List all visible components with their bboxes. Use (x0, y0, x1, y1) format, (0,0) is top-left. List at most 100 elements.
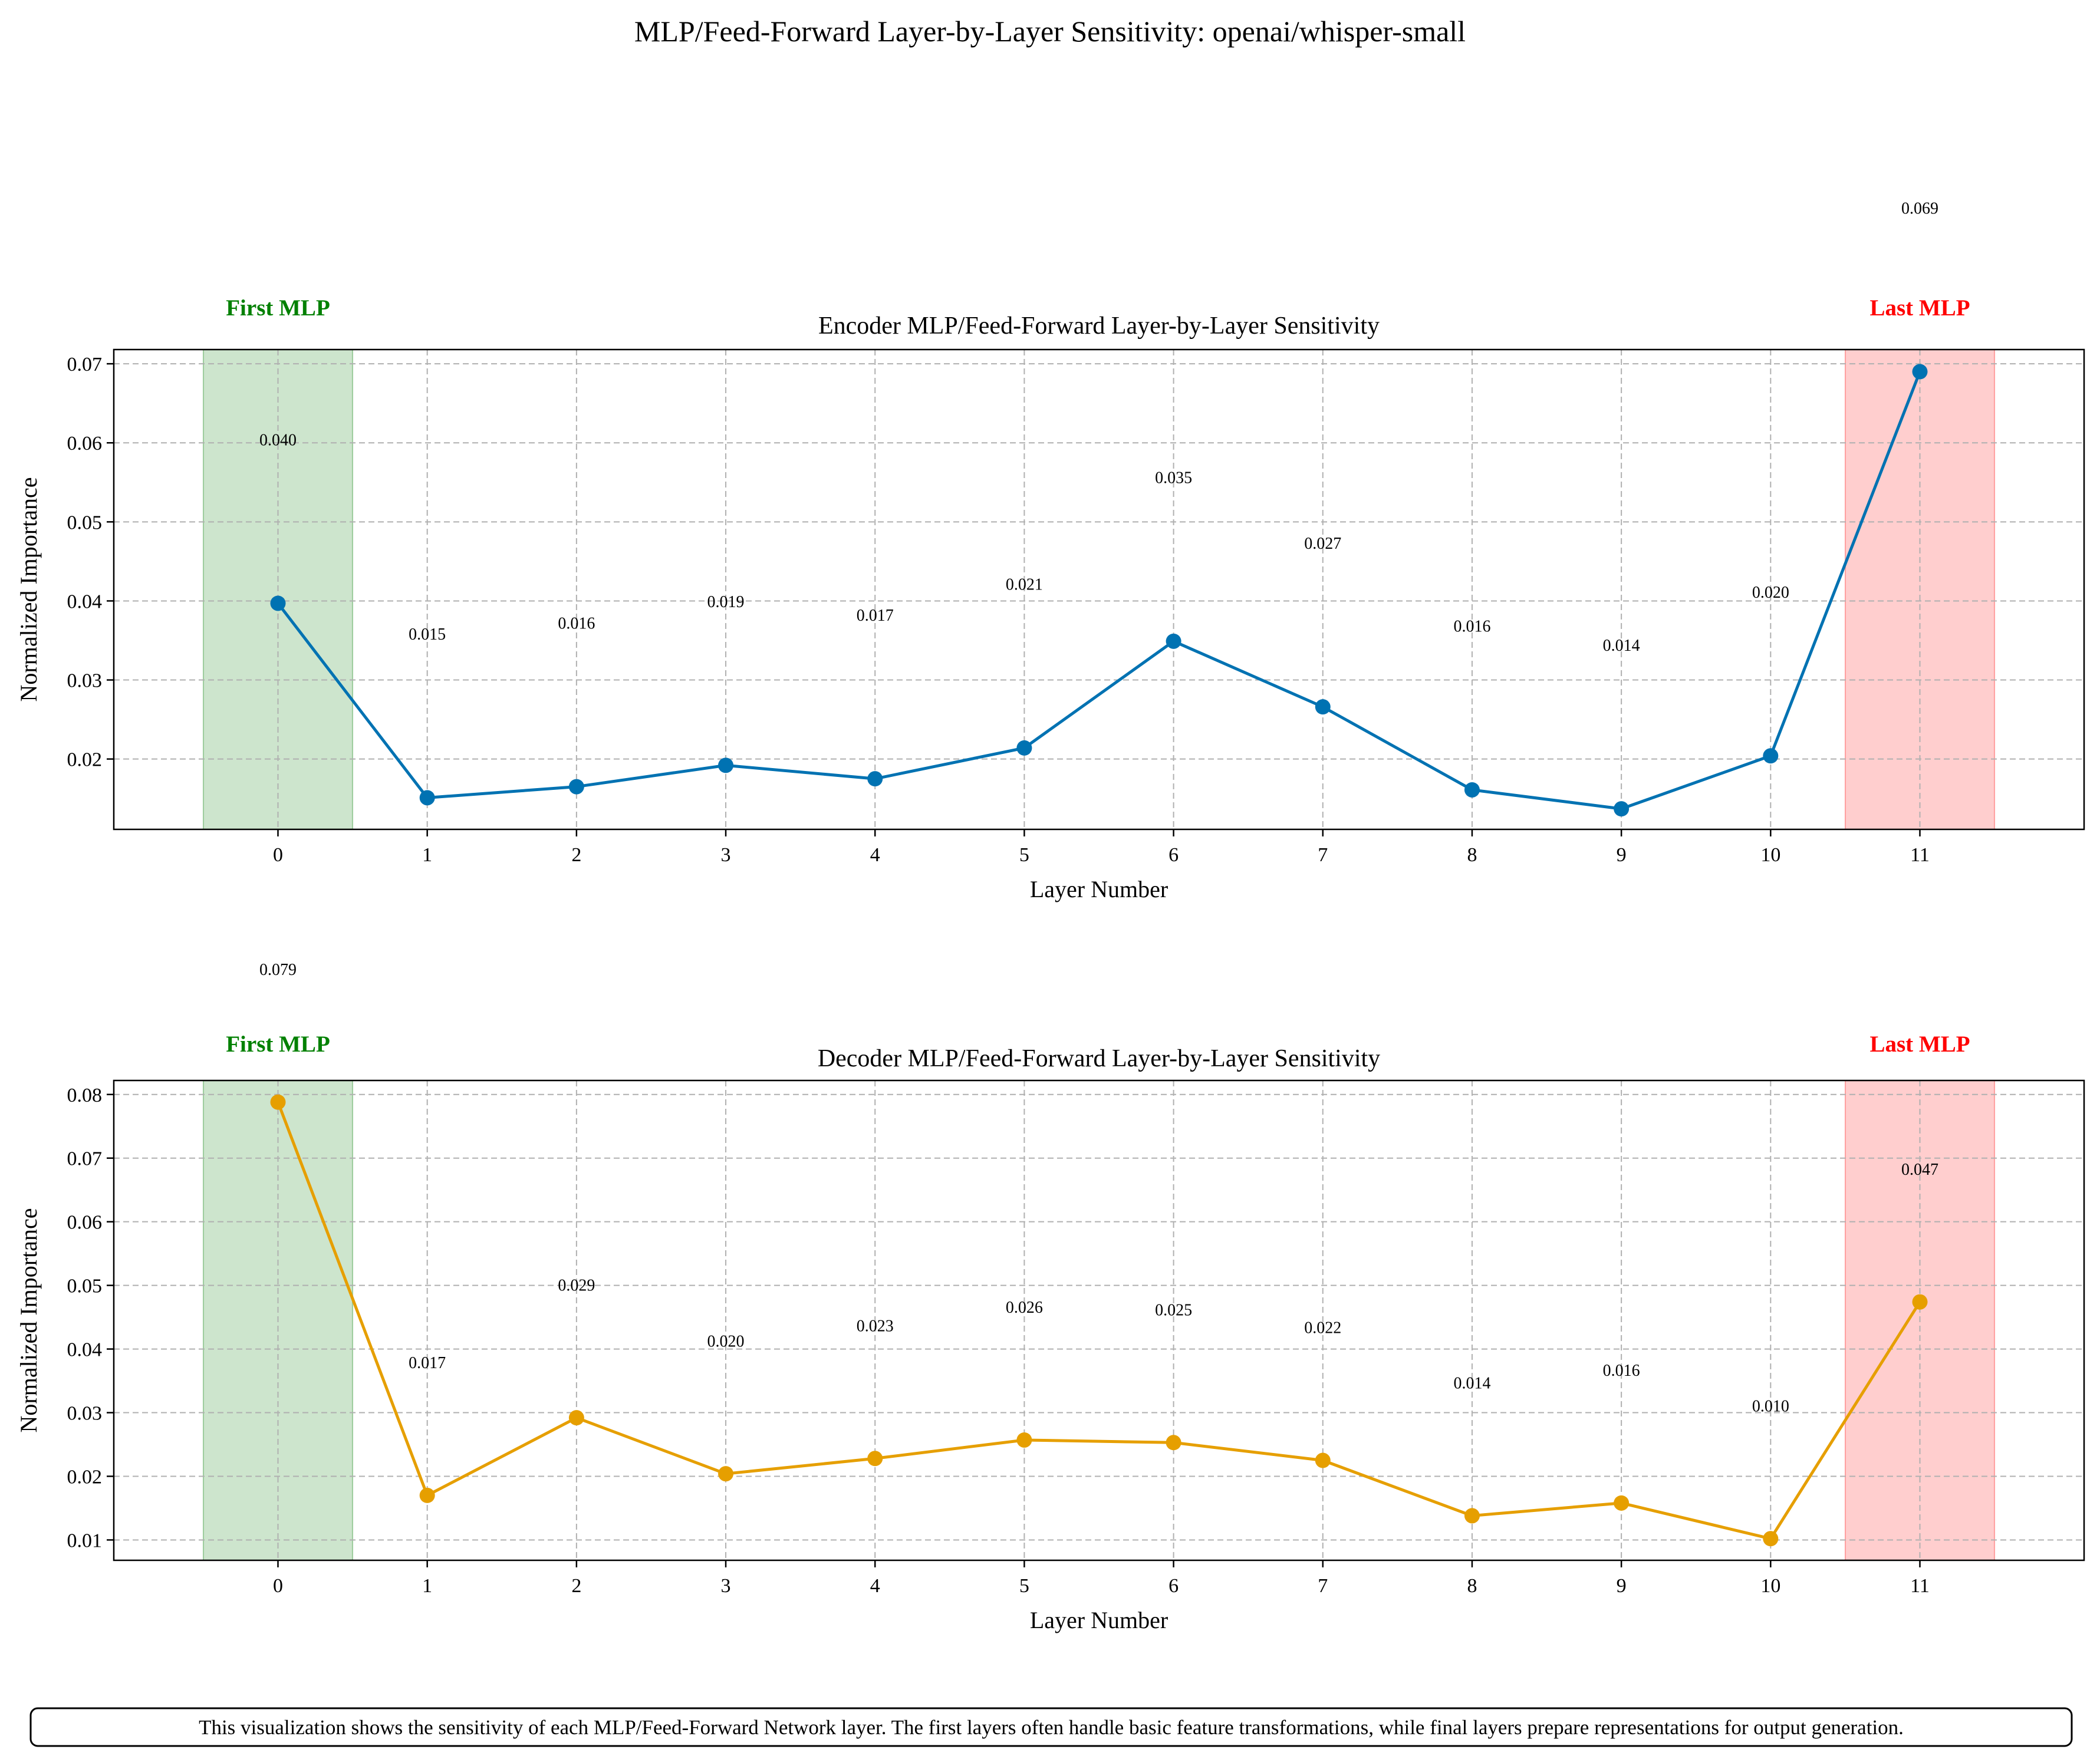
decoder-last-region-label: Last MLP (1869, 1032, 1970, 1057)
decoder-ytick-label: 0.04 (67, 1339, 103, 1361)
encoder-xtick-label: 10 (1760, 844, 1780, 866)
decoder-ytick-label: 0.05 (67, 1276, 103, 1297)
decoder-ytick-label: 0.03 (67, 1403, 103, 1425)
encoder-data-point (1016, 740, 1032, 756)
encoder-data-point (718, 757, 734, 773)
encoder-data-label: 0.017 (857, 607, 894, 625)
encoder-data-point (1315, 699, 1331, 715)
decoder-data-point (1763, 1531, 1779, 1547)
decoder-data-point (1166, 1435, 1181, 1451)
encoder-data-label: 0.016 (558, 614, 595, 632)
decoder-xtick-label: 7 (1318, 1575, 1328, 1597)
encoder-y-axis-label: Normalized Importance (15, 477, 42, 702)
decoder-data-point (718, 1466, 734, 1482)
encoder-chart-title: Encoder MLP/Feed-Forward Layer-by-Layer … (818, 312, 1380, 340)
decoder-xtick-label: 11 (1910, 1575, 1930, 1597)
decoder-data-label: 0.025 (1155, 1301, 1192, 1319)
encoder-xtick-label: 0 (273, 844, 283, 866)
decoder-xtick-label: 1 (422, 1575, 432, 1597)
encoder-xtick-label: 7 (1318, 844, 1328, 866)
encoder-data-label: 0.021 (1006, 576, 1043, 594)
figure-suptitle: MLP/Feed-Forward Layer-by-Layer Sensitiv… (634, 15, 1466, 48)
decoder-xtick-label: 10 (1760, 1575, 1780, 1597)
encoder-ytick-label: 0.06 (67, 433, 103, 454)
encoder-ytick-label: 0.07 (67, 354, 103, 375)
caption-box: This visualization shows the sensitivity… (29, 1707, 2073, 1747)
encoder-data-label: 0.020 (1752, 584, 1789, 602)
decoder-data-label: 0.026 (1006, 1299, 1043, 1317)
decoder-ytick-label: 0.07 (67, 1148, 103, 1170)
decoder-data-label: 0.022 (1304, 1319, 1341, 1337)
encoder-data-point (1763, 748, 1779, 764)
decoder-ytick-label: 0.06 (67, 1212, 103, 1234)
decoder-xtick-label: 3 (721, 1575, 731, 1597)
decoder-y-axis-label: Normalized Importance (15, 1208, 42, 1433)
decoder-x-axis-label: Layer Number (1030, 1607, 1168, 1633)
decoder-data-point (1614, 1495, 1630, 1511)
decoder-xtick-label: 0 (273, 1575, 283, 1597)
decoder-data-label: 0.047 (1901, 1161, 1938, 1179)
decoder-data-point (1912, 1294, 1928, 1310)
encoder-last-region-label: Last MLP (1869, 295, 1970, 321)
decoder-chart-title: Decoder MLP/Feed-Forward Layer-by-Layer … (818, 1045, 1380, 1072)
encoder-data-label: 0.035 (1155, 469, 1192, 487)
encoder-data-point (1614, 801, 1630, 817)
encoder-data-label: 0.016 (1453, 618, 1490, 636)
encoder-data-label: 0.069 (1901, 199, 1938, 218)
decoder-data-label: 0.029 (558, 1276, 595, 1294)
decoder-plot-frame (113, 1079, 2085, 1561)
encoder-ytick-label: 0.03 (67, 670, 103, 692)
encoder-chart-panel: First MLP Last MLP 0 1 2 3 4 5 6 7 8 9 10 11 0.02 0.03 0… (15, 199, 2085, 902)
decoder-xtick-label: 4 (870, 1575, 880, 1597)
encoder-data-point (568, 779, 584, 795)
encoder-data-label: 0.040 (259, 431, 297, 449)
decoder-data-label: 0.023 (857, 1317, 894, 1335)
encoder-data-point (867, 771, 883, 787)
encoder-xtick-label: 3 (721, 844, 731, 866)
encoder-data-point (419, 790, 435, 806)
encoder-ytick-label: 0.04 (67, 591, 103, 612)
encoder-xtick-label: 4 (870, 844, 880, 866)
decoder-data-point (1016, 1432, 1032, 1448)
decoder-xtick-label: 2 (571, 1575, 581, 1597)
encoder-xtick-label: 5 (1019, 844, 1029, 866)
decoder-xtick-label: 8 (1467, 1575, 1477, 1597)
decoder-ytick-label: 0.08 (67, 1085, 103, 1106)
decoder-data-point (568, 1410, 584, 1426)
encoder-data-point (1464, 782, 1480, 798)
encoder-ytick-label: 0.05 (67, 512, 103, 533)
decoder-first-region-label: First MLP (226, 1032, 330, 1057)
encoder-xtick-label: 8 (1467, 844, 1477, 866)
encoder-data-point (1912, 364, 1928, 380)
decoder-data-label: 0.014 (1453, 1375, 1490, 1393)
encoder-x-axis-label: Layer Number (1030, 876, 1168, 902)
encoder-series-line (277, 371, 1921, 811)
decoder-data-point (867, 1451, 883, 1467)
encoder-data-point (1166, 633, 1181, 649)
decoder-data-point (1315, 1452, 1331, 1468)
decoder-ytick-label: 0.01 (67, 1530, 103, 1551)
encoder-xtick-label: 6 (1169, 844, 1179, 866)
decoder-xtick-label: 9 (1617, 1575, 1627, 1597)
decoder-data-point (419, 1487, 435, 1503)
encoder-plot-frame (113, 348, 2085, 831)
encoder-data-label: 0.015 (409, 625, 446, 644)
encoder-data-label: 0.019 (707, 593, 745, 611)
encoder-data-label: 0.027 (1304, 535, 1341, 553)
decoder-data-label: 0.017 (409, 1354, 446, 1372)
encoder-ytick-label: 0.02 (67, 749, 103, 771)
decoder-xtick-label: 6 (1169, 1575, 1179, 1597)
decoder-data-label: 0.079 (259, 961, 297, 979)
encoder-xtick-label: 1 (422, 844, 432, 866)
decoder-data-point (270, 1094, 286, 1110)
encoder-data-point (270, 595, 286, 611)
decoder-xtick-label: 5 (1019, 1575, 1029, 1597)
encoder-xtick-label: 9 (1617, 844, 1627, 866)
caption-text: This visualization shows the sensitivity… (199, 1716, 1904, 1739)
decoder-data-label: 0.010 (1752, 1397, 1789, 1415)
decoder-data-label: 0.016 (1603, 1362, 1640, 1380)
encoder-data-label: 0.014 (1603, 637, 1640, 655)
encoder-first-region-label: First MLP (226, 295, 330, 321)
